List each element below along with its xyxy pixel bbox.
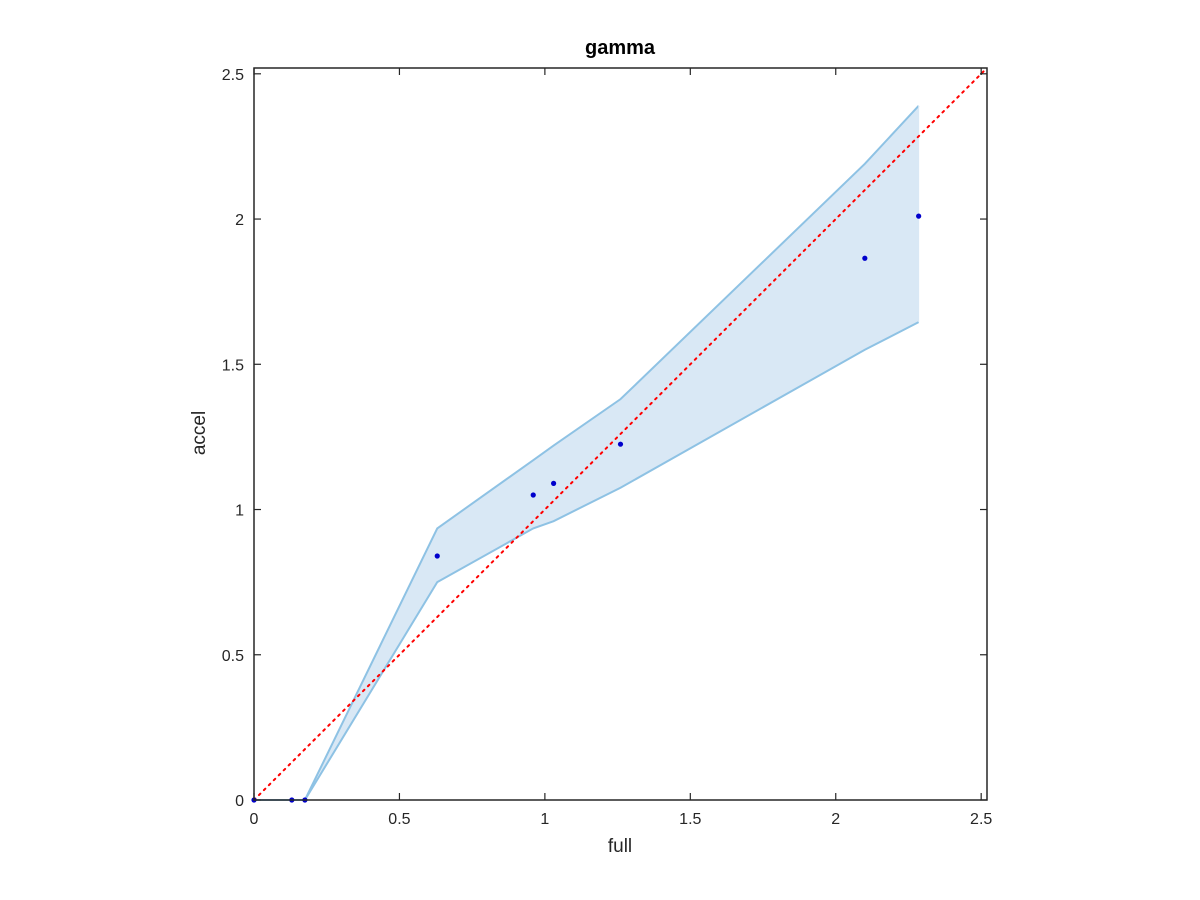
data-point xyxy=(916,213,922,219)
reference-diagonal-line xyxy=(253,67,988,801)
reference-line-layer xyxy=(253,67,988,801)
y-axis-label: accel xyxy=(189,411,210,455)
x-tick-label: 2.5 xyxy=(970,811,992,828)
data-point xyxy=(530,492,536,498)
data-point xyxy=(550,480,557,486)
x-tick-label: 1 xyxy=(540,811,549,828)
x-tick-label: 1.5 xyxy=(679,811,701,828)
x-tick-label: 0.5 xyxy=(388,811,410,828)
y-tick-label: 0 xyxy=(235,793,244,810)
data-point xyxy=(862,255,868,261)
data-points-layer xyxy=(251,213,922,803)
y-tick-label: 1.5 xyxy=(222,357,244,374)
confidence-band-fill xyxy=(254,105,919,800)
axes-box xyxy=(253,67,988,801)
x-tick-label: 0 xyxy=(250,811,259,828)
data-point xyxy=(617,441,624,447)
y-tick-label: 1 xyxy=(235,503,244,520)
y-tick-label: 0.5 xyxy=(222,648,244,665)
y-tick-label: 2 xyxy=(235,212,244,229)
x-tick-label: 2 xyxy=(831,811,840,828)
data-point xyxy=(434,553,440,559)
plot-area-border xyxy=(253,67,988,801)
tick-layer: 0 0.5 1 1.5 2 2.5 0 0.5 1 1.5 2 2.5 xyxy=(222,67,993,828)
x-axis-label: full xyxy=(608,836,632,857)
y-tick-label: 2.5 xyxy=(222,67,244,84)
chart-title: gamma xyxy=(585,37,656,59)
